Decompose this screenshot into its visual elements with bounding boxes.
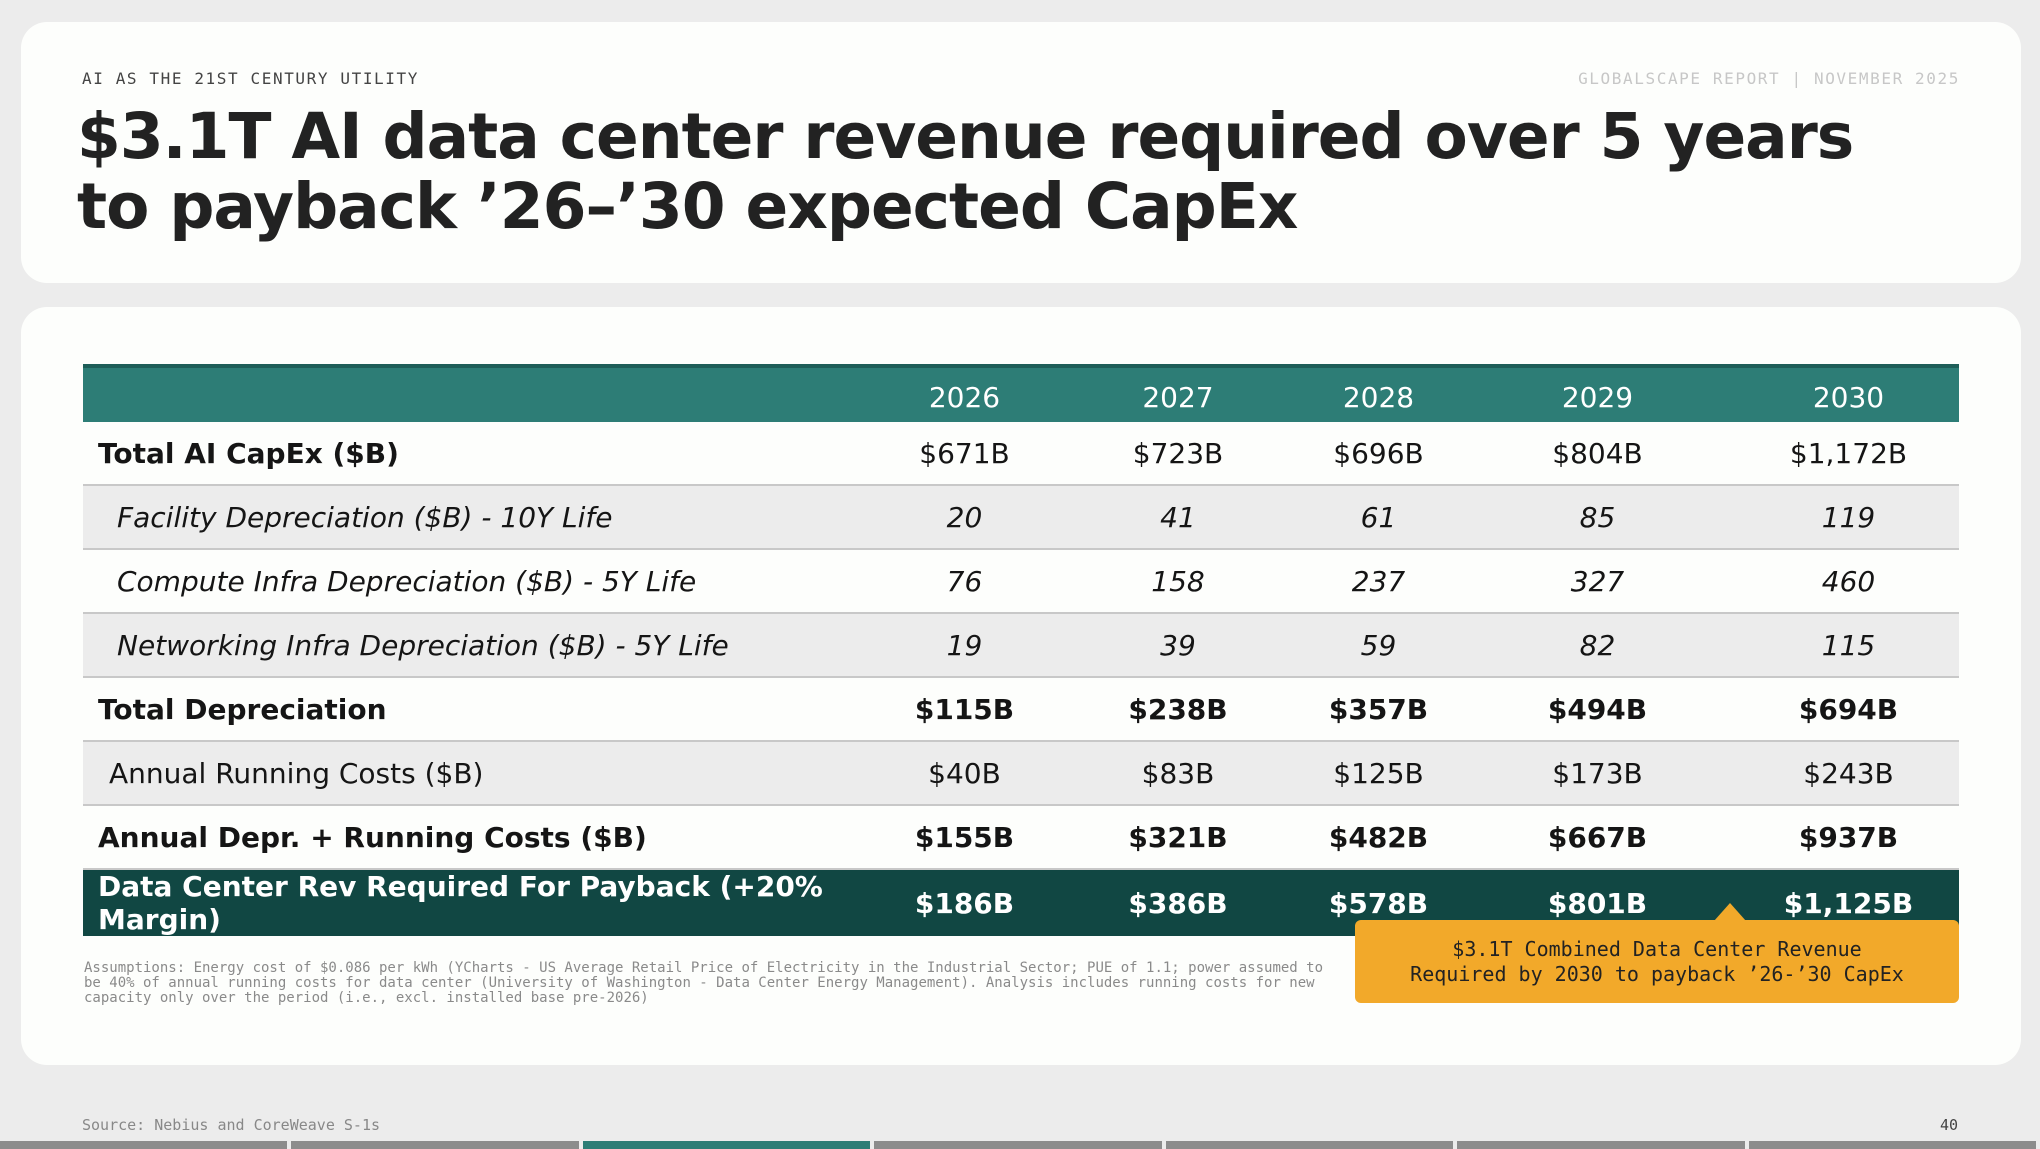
- table-cell: $83B: [1056, 741, 1300, 805]
- table-cell: $155B: [914, 820, 1015, 854]
- table-row: Total AI CapEx ($B) $671B $723B $696B $8…: [83, 422, 1959, 485]
- row-label: Networking Infra Depreciation ($B) - 5Y …: [83, 613, 873, 677]
- callout-line: $3.1T Combined Data Center Revenue: [1452, 936, 1862, 961]
- callout-arrow: [1714, 903, 1746, 921]
- callout-line: Required by 2030 to payback ’26-’30 CapE…: [1410, 961, 1904, 986]
- table-header-row: 2026 2027 2028 2029 2030: [83, 364, 1959, 422]
- header-year: 2026: [873, 364, 1056, 422]
- table-cell: $1,172B: [1789, 436, 1908, 470]
- summary-callout: $3.1T Combined Data Center Revenue Requi…: [1355, 920, 1959, 1003]
- table-cell: 327: [1570, 564, 1625, 598]
- table-cell: $321B: [1128, 820, 1228, 854]
- table-cell: $804B: [1552, 436, 1643, 470]
- table-cell: 82: [1457, 613, 1738, 677]
- table-cell: 237: [1351, 564, 1406, 598]
- row-label: Annual Depr. + Running Costs ($B): [98, 820, 647, 854]
- table-cell: $667B: [1547, 820, 1648, 854]
- table-cell: $696B: [1333, 436, 1424, 470]
- table-cell: $238B: [1128, 692, 1228, 726]
- table-cell: 158: [1151, 564, 1205, 598]
- header-year: 2030: [1738, 364, 1959, 422]
- main-card: 2026 2027 2028 2029 2030 Total AI CapEx …: [21, 307, 2021, 1065]
- table-cell: 59: [1300, 613, 1457, 677]
- table-row: Compute Infra Depreciation ($B) - 5Y Lif…: [83, 549, 1959, 613]
- header-blank: [83, 364, 873, 422]
- table-cell: 115: [1738, 613, 1959, 677]
- source-note: Source: Nebius and CoreWeave S-1s: [82, 1116, 381, 1134]
- table-cell: 119: [1738, 485, 1959, 549]
- table-cell: 460: [1821, 564, 1876, 598]
- page-title: $3.1T AI data center revenue required ov…: [77, 100, 1854, 243]
- capex-table: 2026 2027 2028 2029 2030 Total AI CapEx …: [83, 364, 1959, 936]
- table-row: Annual Depr. + Running Costs ($B) $155B …: [83, 805, 1959, 869]
- table-cell: 20: [873, 485, 1056, 549]
- table-cell: $173B: [1457, 741, 1738, 805]
- table-row: Facility Depreciation ($B) - 10Y Life 20…: [83, 485, 1959, 549]
- table-cell: $40B: [873, 741, 1056, 805]
- row-label: Facility Depreciation ($B) - 10Y Life: [83, 485, 873, 549]
- table-cell: $723B: [1132, 436, 1224, 470]
- header-year: 2027: [1056, 364, 1300, 422]
- progress-segment: [0, 1141, 288, 1149]
- row-label: Total Depreciation: [98, 692, 387, 726]
- table-cell: $357B: [1328, 692, 1429, 726]
- table-cell: 19: [873, 613, 1056, 677]
- table-cell: $482B: [1328, 820, 1429, 854]
- progress-segment-active: [582, 1141, 871, 1149]
- table-cell: $694B: [1798, 692, 1899, 726]
- table-cell: $671B: [919, 436, 1010, 470]
- progress-segment: [1165, 1141, 1454, 1149]
- assumptions-note: Assumptions: Energy cost of $0.086 per k…: [84, 960, 1324, 1006]
- page-number: 40: [1940, 1116, 1959, 1134]
- table-cell: 61: [1300, 485, 1457, 549]
- row-label: Annual Running Costs ($B): [83, 741, 873, 805]
- header-year: 2029: [1457, 364, 1738, 422]
- progress-segment: [291, 1141, 579, 1149]
- table-cell: $243B: [1738, 741, 1959, 805]
- table-cell: 39: [1056, 613, 1300, 677]
- slide-progress-bar: [0, 1141, 2040, 1149]
- row-label: Total AI CapEx ($B): [98, 436, 399, 470]
- progress-segment: [874, 1141, 1162, 1149]
- table-cell: $494B: [1547, 692, 1648, 726]
- progress-segment: [1748, 1141, 2036, 1149]
- row-label: Compute Infra Depreciation ($B) - 5Y Lif…: [117, 564, 697, 598]
- header-card: AI AS THE 21ST CENTURY UTILITY GLOBALSCA…: [21, 22, 2021, 283]
- table-cell: $115B: [914, 692, 1015, 726]
- table-row: Total Depreciation $115B $238B $357B $49…: [83, 677, 1959, 741]
- progress-segment: [1457, 1141, 1745, 1149]
- table-row: Networking Infra Depreciation ($B) - 5Y …: [83, 613, 1959, 677]
- table-cell: 41: [1056, 485, 1300, 549]
- section-kicker: AI AS THE 21ST CENTURY UTILITY: [82, 69, 419, 88]
- table-cell: $186B: [873, 869, 1056, 936]
- table-cell: 76: [946, 564, 983, 598]
- table-cell: $386B: [1056, 869, 1300, 936]
- table-cell: 85: [1457, 485, 1738, 549]
- header-year: 2028: [1300, 364, 1457, 422]
- table-cell: $937B: [1798, 820, 1899, 854]
- row-label: Data Center Rev Required For Payback (+2…: [83, 869, 873, 936]
- table-cell: $125B: [1300, 741, 1457, 805]
- report-label: GLOBALSCAPE REPORT | NOVEMBER 2025: [1578, 69, 1960, 88]
- table-row: Annual Running Costs ($B) $40B $83B $125…: [83, 741, 1959, 805]
